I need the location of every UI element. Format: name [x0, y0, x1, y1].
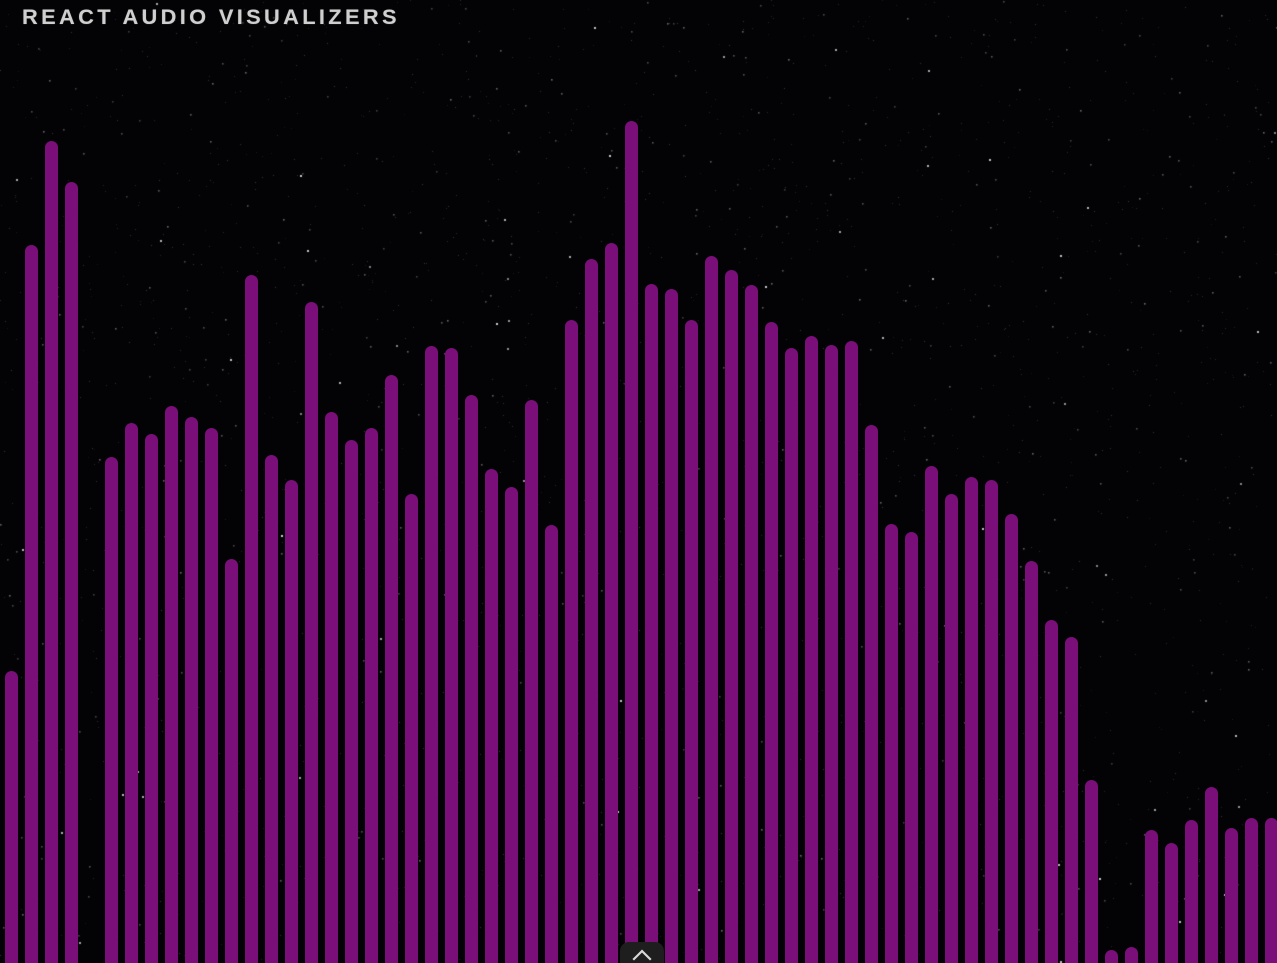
spectrum-bar [165, 406, 178, 963]
spectrum-bar [185, 417, 198, 963]
spectrum-bar [1265, 818, 1277, 963]
chevron-up-icon [632, 949, 652, 961]
spectrum-bar [365, 428, 378, 963]
spectrum-bar [245, 275, 258, 963]
spectrum-bar [645, 284, 658, 963]
spectrum-bar [485, 469, 498, 963]
spectrum-bar [1205, 787, 1218, 963]
spectrum-bar [465, 395, 478, 963]
spectrum-bar [1045, 620, 1058, 963]
spectrum-bar [985, 480, 998, 963]
spectrum-bar [345, 440, 358, 963]
spectrum-bar [5, 671, 18, 963]
spectrum-bar [1005, 514, 1018, 963]
spectrum-bar [1125, 947, 1138, 963]
spectrum-bar [325, 412, 338, 963]
spectrum-bar [565, 320, 578, 963]
spectrum-bar [265, 455, 278, 963]
spectrum-bar [725, 270, 738, 963]
spectrum-bar [685, 320, 698, 963]
spectrum-bar [445, 348, 458, 963]
spectrum-bar [1085, 780, 1098, 963]
spectrum-bar [605, 243, 618, 963]
spectrum-bar [1245, 818, 1258, 963]
spectrum-bar [205, 428, 218, 963]
spectrum-bar [285, 480, 298, 963]
spectrum-bar [745, 285, 758, 963]
spectrum-bar [1185, 820, 1198, 963]
spectrum-bar [585, 259, 598, 963]
spectrum-bar [805, 336, 818, 963]
scroll-up-button[interactable] [620, 942, 664, 963]
spectrum-bar [145, 434, 158, 963]
spectrum-bar [845, 341, 858, 963]
spectrum-bar [665, 289, 678, 963]
spectrum-bar [525, 400, 538, 963]
spectrum-bar [225, 559, 238, 963]
spectrum-bar [405, 494, 418, 963]
spectrum-bar [1225, 828, 1238, 963]
spectrum-bar [45, 141, 58, 963]
spectrum-bar [25, 245, 38, 963]
spectrum-bar [65, 182, 78, 963]
spectrum-bar [705, 256, 718, 963]
spectrum-bar [785, 348, 798, 963]
spectrum-bar [965, 477, 978, 963]
spectrum-bar [305, 302, 318, 963]
spectrum-bar [885, 524, 898, 963]
spectrum-bar [1025, 561, 1038, 963]
spectrum-bar [545, 525, 558, 963]
spectrum-bar [385, 375, 398, 963]
spectrum-bar [825, 345, 838, 963]
spectrum-bar [625, 121, 638, 963]
spectrum-bar [765, 322, 778, 963]
spectrum-bar [865, 425, 878, 963]
spectrum-bar [1165, 843, 1178, 963]
spectrum-bar [905, 532, 918, 963]
spectrum-bar [105, 457, 118, 963]
spectrum-bar [925, 466, 938, 963]
spectrum-bar [425, 346, 438, 963]
spectrum-bar [945, 494, 958, 963]
spectrum-bar [125, 423, 138, 963]
spectrum-bar [1145, 830, 1158, 963]
spectrum-bar [1065, 637, 1078, 963]
spectrum-bar [1105, 950, 1118, 963]
spectrum-bar [505, 487, 518, 963]
